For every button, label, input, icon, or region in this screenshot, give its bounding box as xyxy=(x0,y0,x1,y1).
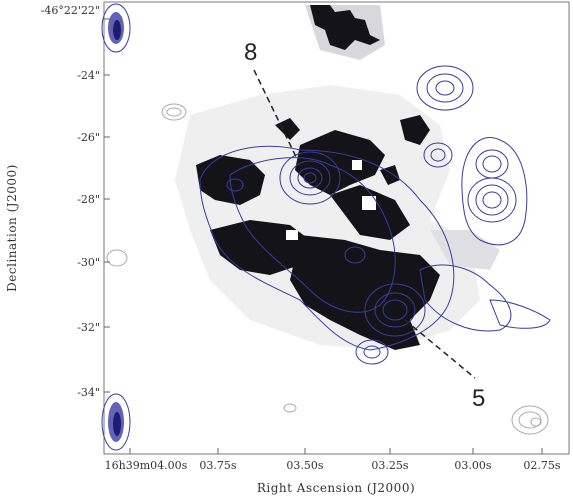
x-tick-label: 02.75s xyxy=(523,459,560,472)
x-tick-labels: 16h39m04.00s 03.75s 03.50s 03.25s 03.00s… xyxy=(105,459,561,472)
marker-8: 8 xyxy=(244,39,257,66)
cut-line-5 xyxy=(404,319,476,379)
y-tick-label: -28" xyxy=(77,193,100,206)
y-tick-label: -46°22'22" xyxy=(41,4,100,17)
grey-contours xyxy=(106,103,549,435)
y-tick-label: -34" xyxy=(77,386,100,399)
y-tick-label: -30" xyxy=(77,256,100,269)
x-tick-label: 03.75s xyxy=(199,459,236,472)
edge-blue-blobs xyxy=(101,3,131,451)
x-tick-label: 03.00s xyxy=(454,459,491,472)
y-tick-label: -24" xyxy=(77,69,100,82)
cut-line-8 xyxy=(253,69,301,166)
x-axis-title: Right Ascension (J2000) xyxy=(257,481,415,495)
axis-ticks xyxy=(104,18,543,454)
x-tick-label: 03.50s xyxy=(286,459,323,472)
cut-lines xyxy=(253,69,476,379)
dark-emission-regions xyxy=(196,5,440,350)
emission-holes xyxy=(286,160,376,240)
y-tick-labels: -46°22'22" -24" -26" -28" -30" -32" -34" xyxy=(41,4,100,399)
y-tick-label: -26" xyxy=(77,131,100,144)
y-tick-label: -32" xyxy=(77,321,100,334)
x-tick-label: 03.25s xyxy=(371,459,408,472)
blue-contours xyxy=(199,65,551,365)
x-tick-label: 16h39m04.00s xyxy=(105,459,188,472)
marker-5: 5 xyxy=(472,385,485,412)
y-axis-title: Declination (J2000) xyxy=(5,164,19,292)
